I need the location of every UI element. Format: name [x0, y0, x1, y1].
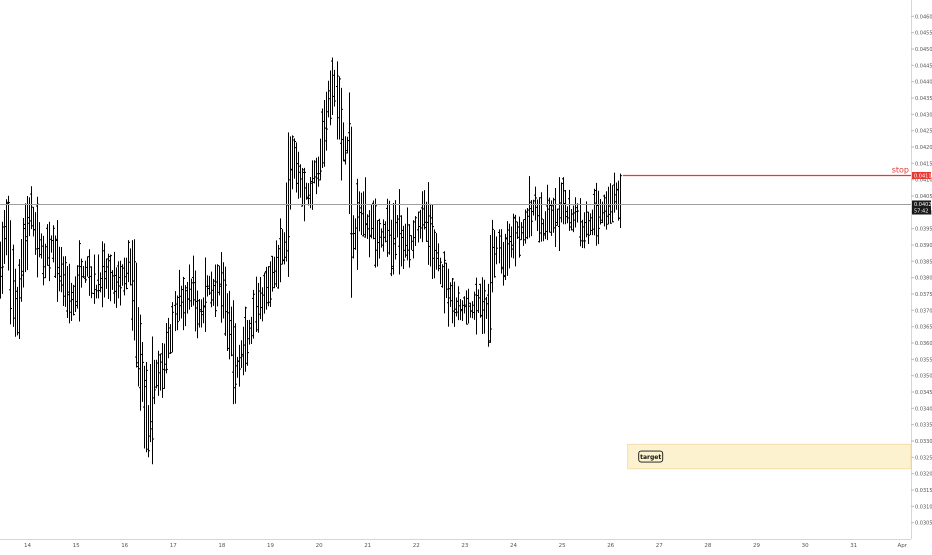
time-tick-label: 25 [559, 543, 566, 549]
time-tick-label: 15 [73, 543, 80, 549]
time-tick-label: 30 [802, 543, 809, 549]
time-tick-label: 20 [316, 543, 323, 549]
stop-label: stop [892, 166, 909, 175]
time-tick-label: 22 [413, 543, 420, 549]
time-tick-label: 18 [218, 543, 225, 549]
time-tick-label: 31 [850, 543, 857, 549]
stop-price-badge [912, 172, 931, 179]
price-tick-label: 0.03050 [915, 521, 932, 527]
time-tick-label: 23 [461, 543, 468, 549]
target-label-box [638, 450, 664, 463]
time-tick-label: 14 [24, 543, 31, 549]
time-tick-label: Apr [898, 543, 908, 549]
time-axis: 14 15 16 17 18 19 20 21 22 23 24 25 26 27 28 29 30 31 Apr [24, 543, 908, 549]
bar-countdown-label: 57:42 [914, 209, 928, 215]
time-tick-label: 24 [510, 543, 517, 549]
time-tick-label: 21 [364, 543, 371, 549]
stop-price-label: 0.04115 [914, 174, 932, 180]
time-tick-label: 28 [704, 543, 711, 549]
drawings-layer: 0.0402557:42 0.04115 stop target [0, 166, 932, 470]
target-zone [627, 443, 912, 470]
time-tick-label: 27 [656, 543, 663, 549]
current-price-badge [912, 200, 931, 215]
time-tick-label: 16 [121, 543, 128, 549]
time-tick-label: 17 [170, 543, 177, 549]
target-label: target [640, 454, 661, 461]
time-tick-label: 19 [267, 543, 274, 549]
time-tick-label: 26 [607, 543, 614, 549]
time-tick-label: 29 [753, 543, 760, 549]
